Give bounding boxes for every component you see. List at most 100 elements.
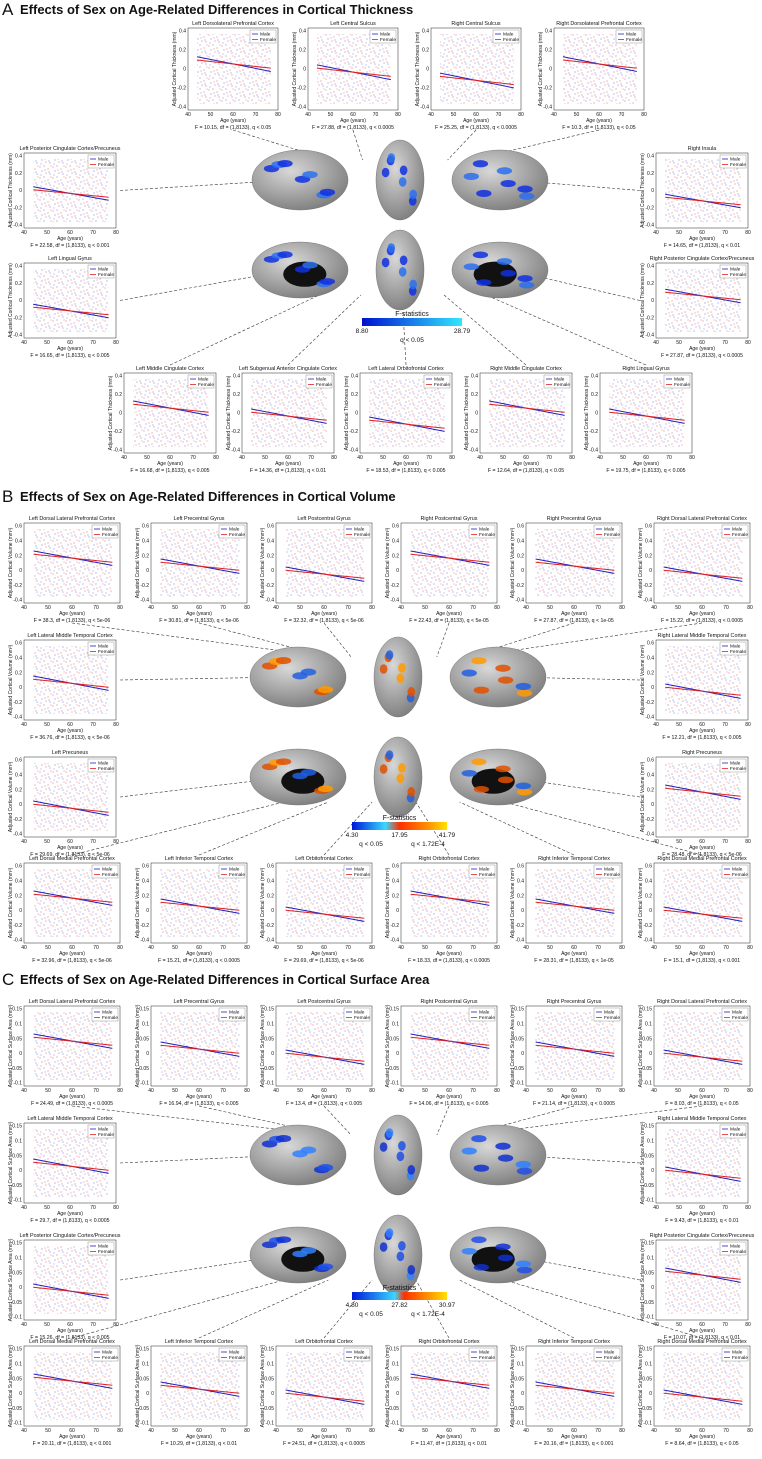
scatter-cloud [663, 529, 743, 597]
y-axis-label: Adjusted Cortical Surface Area (mm²) [510, 1004, 516, 1087]
x-tick-label: 60 [67, 1322, 73, 1328]
panel-title: Left Orbitofrontal Cortex [295, 856, 353, 862]
scatter-panel: Right Postcentral Gyrus 0.6 0.4 0.2 0 -0.2 -0.… [385, 516, 500, 624]
brain-blob [461, 769, 477, 777]
panel-title: Right Lateral Middle Temporal Cortex [658, 1116, 747, 1122]
scatter-panel: Right Posterior Cingulate Cortex/Precune… [640, 256, 755, 359]
x-tick-label: 70 [90, 340, 96, 346]
x-tick-label: 60 [196, 1088, 202, 1094]
brain-blob [387, 243, 396, 253]
x-tick-label: 50 [45, 945, 51, 951]
x-tick-label: 70 [496, 112, 502, 118]
y-tick-label: -0.1 [515, 1081, 524, 1087]
legend-label: Male [479, 1010, 490, 1016]
x-axis-label: Age (years) [689, 728, 715, 734]
female-fit-line [160, 1044, 240, 1054]
y-tick-label: 0.2 [545, 48, 552, 54]
section-title: Effects of Sex on Age-Related Difference… [20, 2, 413, 17]
brain-blob [396, 673, 405, 684]
x-tick-label: 60 [699, 340, 705, 346]
x-tick-label: 70 [345, 1088, 351, 1094]
brain-blob [496, 258, 513, 265]
female-fit-line [160, 561, 240, 571]
x-tick-label: 70 [345, 945, 351, 951]
x-tick-label: 60 [321, 945, 327, 951]
panel-title: Left Inferior Temporal Cortex [165, 1339, 234, 1345]
y-tick-label: 0 [271, 908, 274, 914]
y-tick-label: -0.4 [113, 448, 122, 454]
y-tick-label: -0.4 [420, 105, 429, 111]
connector-line [352, 129, 363, 161]
y-tick-label: -0.4 [645, 223, 654, 229]
x-tick-label: 50 [451, 112, 457, 118]
x-tick-label: 70 [723, 1088, 729, 1094]
y-tick-label: 0.15 [139, 1007, 149, 1013]
legend-label: Male [434, 377, 445, 383]
panel-stats: F = 32.32, df = (1,8133), q < 5e-06 [284, 618, 364, 624]
panel-title: Left Lateral Middle Temporal Cortex [27, 633, 113, 639]
brain-blob [317, 686, 334, 694]
x-tick-label: 50 [620, 455, 626, 461]
y-tick-label: -0.1 [645, 1198, 654, 1204]
panel-title: Left Dorsolateral Prefrontal Cortex [192, 21, 274, 27]
legend-label: Female [479, 872, 495, 878]
connector-line [323, 622, 352, 658]
legend-label: Female [732, 872, 748, 878]
legend-label: Female [316, 382, 332, 388]
x-tick-label: 80 [689, 455, 695, 461]
panel-stats: F = 15.22, df = (1,8133), q < 0.0005 [661, 618, 743, 624]
x-tick-label: 40 [653, 839, 659, 845]
y-tick-label: 0.1 [15, 1362, 22, 1368]
legend-label: Female [102, 532, 118, 538]
x-tick-label: 80 [113, 722, 119, 728]
scatter-cloud [160, 869, 240, 937]
x-axis-label: Age (years) [689, 611, 715, 617]
legend-label: Male [604, 1010, 615, 1016]
y-tick-label: 0.2 [267, 893, 274, 899]
brain-blob [398, 663, 406, 673]
scatter-cloud [535, 1352, 615, 1420]
brain-blob [495, 664, 511, 672]
y-tick-label: 0.05 [644, 1270, 654, 1276]
y-tick-label: 0.4 [15, 264, 22, 270]
legend-label: Male [354, 1010, 365, 1016]
y-tick-label: 0.2 [517, 893, 524, 899]
legend-label: Male [604, 1350, 615, 1356]
y-tick-label: 0.2 [15, 670, 22, 676]
y-tick-label: 0 [521, 908, 524, 914]
y-tick-label: 0 [649, 1391, 652, 1397]
y-axis-label: Adjusted Cortical Thickness (mm) [538, 31, 544, 106]
y-tick-label: 0.15 [644, 1241, 654, 1247]
scatter-cloud [535, 869, 615, 937]
brain-blob [517, 275, 533, 282]
x-tick-label: 80 [113, 340, 119, 346]
x-axis-label: Age (years) [561, 1434, 587, 1440]
x-axis-label: Age (years) [59, 611, 85, 617]
x-tick-label: 70 [220, 605, 226, 611]
panel-stats: F = 29.69, df = (1,8133), q < 5e-06 [30, 852, 110, 858]
legend-label: Male [354, 867, 365, 873]
female-fit-line [439, 75, 514, 86]
panel-stats: F = 27.87, df = (1,8133), q < 1e-05 [534, 618, 614, 624]
legend-label: Male [479, 867, 490, 873]
y-axis-label: Adjusted Cortical Volume (mm³) [640, 644, 646, 715]
brain-blob [472, 160, 489, 168]
connector-line [447, 129, 477, 161]
connector-line [198, 1279, 329, 1339]
legend-label: Male [229, 1350, 240, 1356]
y-tick-label: 0.6 [645, 864, 652, 870]
legend-label: Male [730, 761, 741, 767]
brain-blob [398, 1141, 406, 1151]
panel-title: Right Dorsal Lateral Prefrontal Cortex [657, 999, 747, 1005]
x-axis-label: Age (years) [311, 611, 337, 617]
x-tick-label: 70 [93, 945, 99, 951]
x-tick-label: 50 [676, 340, 682, 346]
x-tick-label: 80 [518, 112, 524, 118]
y-axis-label: Adjusted Cortical Volume (mm³) [135, 527, 141, 598]
y-tick-label: 0 [19, 298, 22, 304]
x-tick-label: 70 [345, 605, 351, 611]
y-tick-label: 0.05 [642, 1376, 652, 1382]
x-tick-label: 60 [446, 1428, 452, 1434]
y-tick-label: 0.2 [115, 392, 122, 398]
